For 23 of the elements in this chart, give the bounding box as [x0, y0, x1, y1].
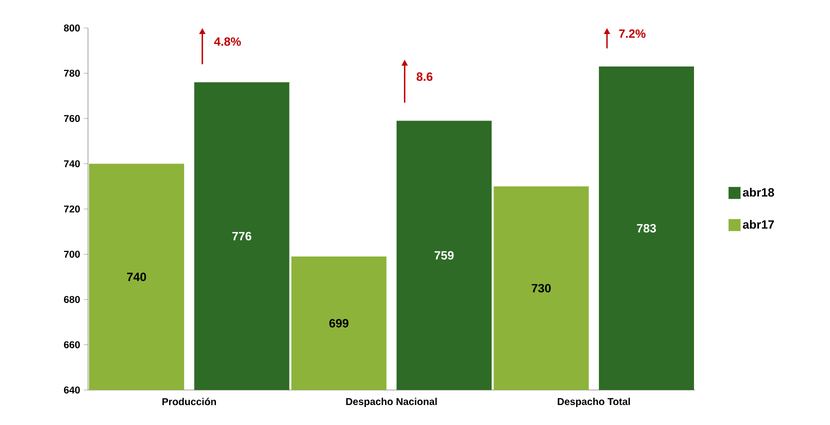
y-tick-label: 700: [64, 250, 80, 258]
y-tick-label: 680: [64, 296, 80, 304]
legend-label: abr17: [742, 220, 774, 229]
y-tick-label: 660: [64, 341, 80, 348]
y-tick-label: 760: [64, 114, 80, 122]
annotation: 8.6: [416, 72, 432, 81]
y-tick-label: 720: [64, 205, 80, 213]
y-tick-label: 800: [64, 24, 80, 32]
annotation: 7.2%: [619, 29, 646, 38]
y-tick-label: 740: [64, 160, 80, 168]
data-label: 783: [636, 224, 656, 232]
y-tick-label: 640: [64, 386, 80, 394]
legend-label: abr18: [742, 188, 774, 197]
x-tick-label: Producción: [162, 398, 216, 406]
y-tick-label: 780: [64, 70, 80, 77]
data-label: 759: [434, 251, 454, 260]
data-label: 776: [232, 232, 252, 240]
x-tick-label: Despacho Nacional: [346, 398, 437, 408]
data-label: 740: [127, 272, 146, 282]
annotation: 4.8%: [214, 37, 241, 46]
data-label: 730: [532, 284, 551, 292]
data-label: 699: [329, 319, 348, 328]
x-tick-label: Despacho Total: [558, 398, 630, 408]
